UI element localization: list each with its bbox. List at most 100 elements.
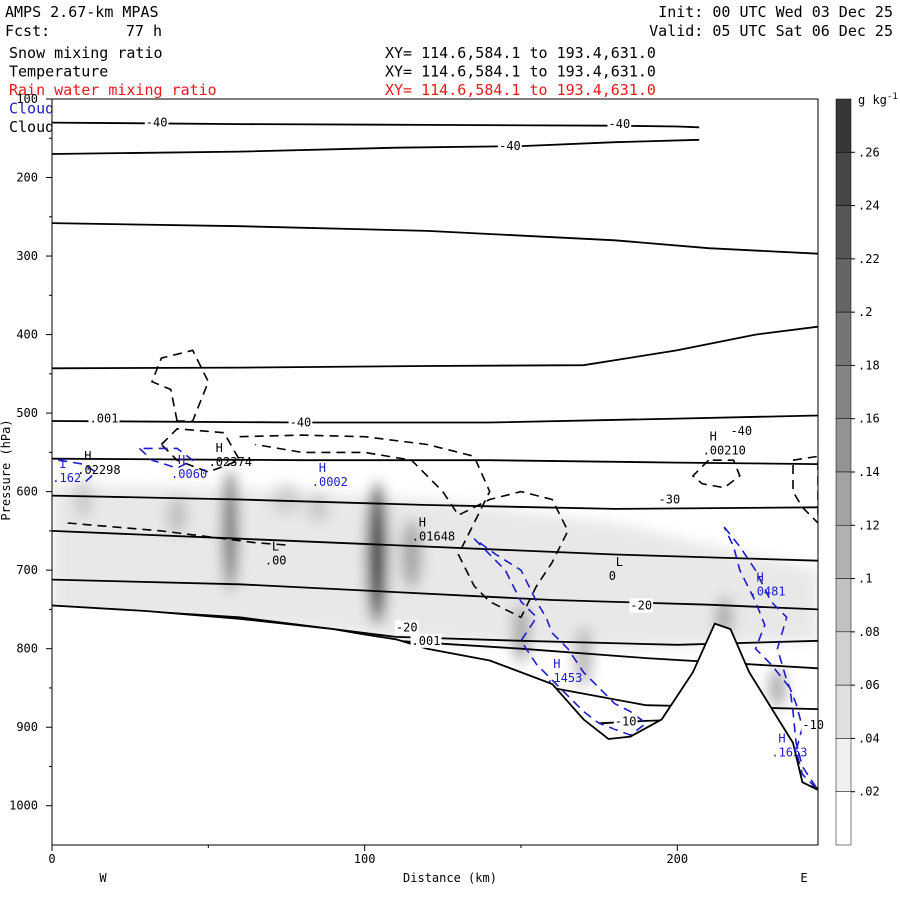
contour-label: -40 <box>499 139 521 153</box>
isotherm-line <box>52 494 818 510</box>
contour-label: .001 <box>412 634 441 648</box>
forecast-hours: 77 h <box>126 22 162 40</box>
contour-label-bg <box>394 620 419 635</box>
cloud-water-contours <box>58 447 818 791</box>
colorbar-tick-label: .18 <box>858 358 880 372</box>
forecast-label: Fcst: <box>5 22 50 40</box>
contour-label-bg <box>88 411 120 426</box>
extremum-marker: L <box>616 555 623 569</box>
extremum-value: .00210 <box>703 443 746 457</box>
contour-label-bg <box>498 139 522 154</box>
cloud-ice-contour <box>160 427 241 473</box>
field-name: Temperature <box>9 63 108 81</box>
contour-label-bg <box>729 424 754 439</box>
colorbar-tick-label: .02 <box>858 785 880 799</box>
colorbar-tick-label: .08 <box>858 625 880 639</box>
contour-label-bg <box>801 717 826 732</box>
extremum-marker: H <box>216 441 223 455</box>
colorbar-swatch <box>835 738 852 792</box>
extremum-value: .1653 <box>771 746 807 760</box>
contour-label-bg <box>144 115 169 130</box>
extremum-value: .0060 <box>171 467 207 481</box>
snow-core <box>75 479 92 520</box>
colorbar-tick-label: .24 <box>858 199 880 213</box>
x-axis: 0 100 200 <box>48 845 688 866</box>
snow-shading-band <box>52 483 818 649</box>
contour-label: -30 <box>659 492 681 506</box>
colorbar-tick-label: .1 <box>858 572 872 586</box>
field-name: Snow mixing ratio <box>9 44 163 62</box>
colorbar-tick-label: .26 <box>858 145 880 159</box>
snow-core <box>367 484 388 625</box>
snow-core <box>223 470 238 591</box>
colorbar-unit-exp: -1 <box>887 92 898 102</box>
valid-time: Valid: 05 UTC Sat 06 Dec 25 <box>649 22 893 40</box>
extremum-value: .162 <box>52 471 81 485</box>
field-range: XY= 114.6,584.1 to 193.4,631.0 <box>385 63 656 81</box>
cloud-ice-contours <box>67 349 818 619</box>
west-label: W <box>99 871 107 885</box>
contour-label-bg <box>410 633 442 648</box>
cloud-ice-contour <box>239 434 569 619</box>
snow-core <box>769 667 786 708</box>
extremum-marker: H <box>419 516 426 530</box>
extremum-marker: H <box>553 657 560 671</box>
extremum-value: 0 <box>609 569 616 583</box>
isotherm-line <box>52 578 818 611</box>
extremum-value: .0481 <box>749 585 785 599</box>
contour-label: -40 <box>609 117 631 131</box>
extremum-value: .0002 <box>312 475 348 489</box>
extremum-marker: I <box>59 457 66 471</box>
extremum-marker: H <box>84 449 91 463</box>
contour-label: -10 <box>802 718 824 732</box>
contour-label: -40 <box>290 416 312 430</box>
contour-label-bg <box>613 714 638 729</box>
extremum-value: .01648 <box>412 530 455 544</box>
field-range: XY= 114.6,584.1 to 193.4,631.0 <box>385 81 656 99</box>
colorbar: g kg-1 .02 .04 .06 .08 .1 .12 .14 .16 .18 .2 .22 .2… <box>835 92 898 846</box>
colorbar-swatch <box>835 631 852 686</box>
snow-core <box>401 519 422 590</box>
extremum-marker: L <box>272 539 279 553</box>
snow-core <box>167 495 188 536</box>
colorbar-tick-label: .14 <box>858 465 880 479</box>
contour-label: -40 <box>730 424 752 438</box>
cloud-ice-contour <box>67 522 287 546</box>
colorbar-unit: g kg-1 <box>858 92 898 107</box>
colorbar-swatch <box>835 311 852 366</box>
field-range: XY= 114.6,584.1 to 193.4,631.0 <box>385 44 656 62</box>
contour-label: -10 <box>615 715 637 729</box>
colorbar-swatch <box>835 525 852 579</box>
snow-shading <box>52 470 818 708</box>
extremum-marker: H <box>778 732 785 746</box>
y-tick-label: 800 <box>16 642 38 656</box>
colorbar-swatch <box>835 205 852 260</box>
y-axis-label: Pressure (hPa) <box>0 419 13 520</box>
extremum-marker: H <box>710 429 717 443</box>
colorbar-tick-label: .04 <box>858 731 880 745</box>
colorbar-tick-label: .2 <box>858 305 872 319</box>
colorbar-unit-base: g kg <box>858 93 887 107</box>
contour-label-bg <box>288 415 313 430</box>
model-title: AMPS 2.67-km MPAS <box>5 3 159 21</box>
y-tick-label: 200 <box>16 171 38 185</box>
colorbar-tick-label: .16 <box>858 412 880 426</box>
extremum-value: .02374 <box>209 455 252 469</box>
extremum-value: .00 <box>265 553 287 567</box>
snow-core <box>307 492 328 523</box>
x-tick-label: 100 <box>354 852 376 866</box>
y-tick-label: 1000 <box>9 799 38 813</box>
colorbar-tick-label: .22 <box>858 252 880 266</box>
y-axis: 100 200 300 400 500 600 700 800 900 1000 <box>9 92 52 813</box>
contour-label-bg <box>657 492 682 507</box>
temperature-isotherms <box>52 121 818 790</box>
y-tick-label: 400 <box>16 328 38 342</box>
colorbar-tick-label: .06 <box>858 678 880 692</box>
y-tick-label: 500 <box>16 406 38 420</box>
cloud-water-contour <box>138 447 195 469</box>
contour-label-bg <box>607 117 632 132</box>
x-tick-label: 200 <box>666 852 688 866</box>
